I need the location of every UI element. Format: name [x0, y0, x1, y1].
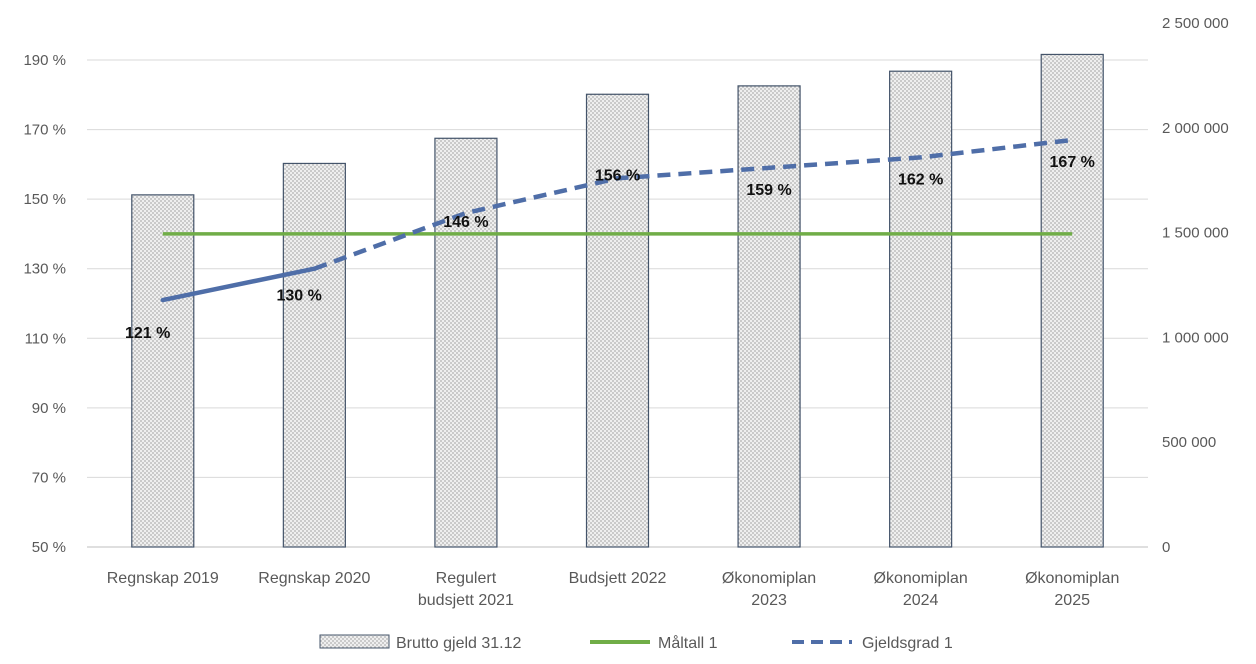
bar	[889, 70, 953, 548]
left-tick-label: 110 %	[25, 330, 66, 347]
data-label: 146 %	[443, 214, 488, 231]
legend-swatch-bar	[319, 634, 390, 649]
data-label: 130 %	[277, 288, 322, 305]
category-label: Økonomiplan 2024	[874, 570, 968, 609]
left-tick-label: 150 %	[23, 191, 66, 208]
right-axis: 0 500 000 1 000 000 1 500 000 2 000 000 2 500…	[1162, 15, 1229, 556]
bar	[131, 194, 195, 548]
left-tick-label: 130 %	[23, 261, 66, 278]
data-label: 162 %	[898, 171, 943, 188]
left-tick-label: 70 %	[32, 469, 66, 486]
right-tick-label: 2 000 000	[1162, 120, 1229, 137]
data-label: 156 %	[595, 167, 640, 184]
legend-label: Måltall 1	[658, 634, 718, 652]
left-tick-label: 90 %	[32, 400, 66, 417]
bar	[282, 162, 346, 548]
left-axis: 50 % 70 % 90 % 110 % 130 % 150 % 170 % 190 %	[23, 52, 66, 556]
x-axis: Regnskap 2019 Regnskap 2020 Regulert budsje…	[107, 570, 1120, 609]
left-tick-label: 50 %	[32, 539, 66, 556]
right-tick-label: 1 000 000	[1162, 329, 1229, 346]
category-label: Økonomiplan 2025	[1025, 570, 1119, 609]
left-tick-label: 170 %	[23, 122, 66, 139]
legend-label: Brutto gjeld 31.12	[396, 635, 522, 652]
data-label: 121 %	[125, 325, 170, 342]
bar	[585, 93, 650, 548]
line-series	[160, 137, 1073, 303]
category-label: Budsjett 2022	[569, 570, 667, 587]
data-label: 167 %	[1050, 154, 1095, 171]
category-label: Regnskap 2019	[107, 570, 219, 587]
right-tick-label: 500 000	[1162, 434, 1216, 451]
category-label: Regulert budsjett 2021	[418, 570, 514, 609]
right-tick-label: 2 500 000	[1162, 15, 1229, 32]
right-tick-label: 1 500 000	[1162, 225, 1229, 242]
right-tick-label: 0	[1162, 539, 1170, 556]
legend-label: Gjeldsgrad 1	[862, 635, 953, 652]
legend: Brutto gjeld 31.12 Måltall 1 Gjeldsgrad 1	[319, 634, 953, 652]
debt-ratio-line-forecast	[313, 137, 1073, 271]
data-label: 159 %	[746, 182, 791, 199]
data-labels: 121 % 130 % 146 % 156 % 159 % 162 % 167 %	[125, 154, 1095, 342]
bar	[1040, 53, 1104, 548]
bar	[434, 137, 498, 548]
left-tick-label: 190 %	[23, 52, 66, 69]
bar-series	[131, 53, 1104, 548]
category-label: Regnskap 2020	[258, 570, 370, 587]
category-label: Økonomiplan 2023	[722, 570, 816, 609]
debt-ratio-line-actual	[160, 266, 317, 303]
bar	[737, 85, 801, 548]
